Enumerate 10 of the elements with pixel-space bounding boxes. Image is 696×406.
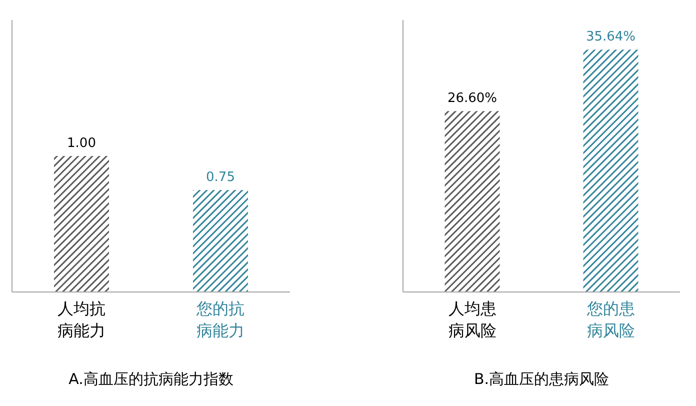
text: B.高血压的患病风险: [474, 370, 610, 388]
data-label: 26.60%: [447, 91, 498, 106]
x-tick-label: 人均抗病能力: [58, 299, 106, 340]
x-tick-label: 您的患病风险: [586, 299, 635, 340]
text: A.高血压的抗病能力指数: [68, 370, 234, 388]
x-tick-label: 您的抗病能力: [196, 299, 244, 340]
x-tick-label: 人均患病风险: [448, 299, 496, 340]
data-label: 0.75: [206, 170, 235, 185]
data-label: 35.64%: [586, 30, 636, 45]
data-label: 1.00: [67, 136, 96, 151]
